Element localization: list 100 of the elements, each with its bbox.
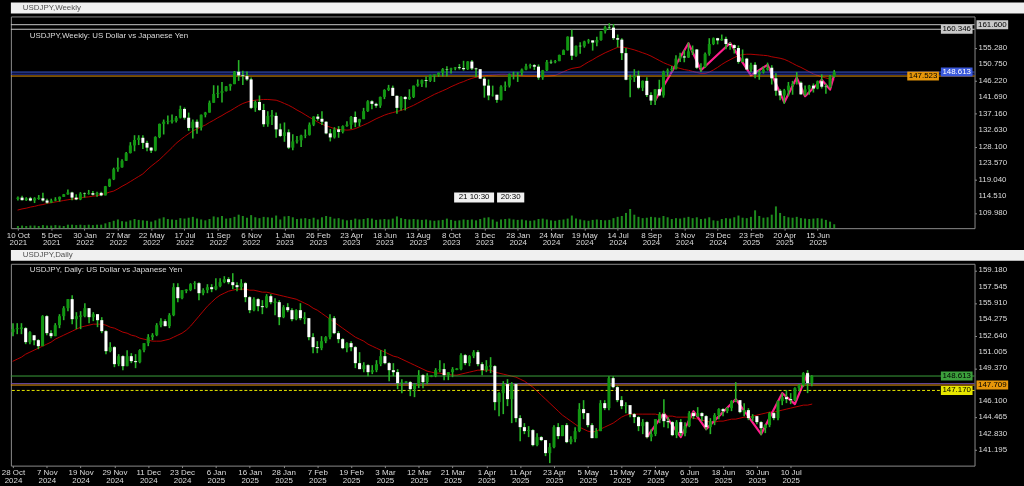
candlestick [11, 322, 15, 337]
x-tick-label: 22 May 2022 [138, 230, 165, 248]
candlestick [562, 48, 566, 56]
candlestick [662, 398, 666, 428]
candlestick [116, 157, 120, 173]
x-tick-label: 6 Nov 2022 [241, 230, 263, 248]
y-tick-label: 119.040 [978, 174, 1008, 184]
candlestick [611, 23, 615, 41]
x-tick-label: 3 Dec 2023 [474, 230, 496, 248]
x-tick-label: 11 Sep 2022 [206, 230, 232, 248]
y-tick-label: 149.370 [978, 363, 1008, 373]
x-tick-label: 6 Jan 2025 [206, 468, 227, 485]
candlestick [416, 78, 420, 88]
candlestick [387, 361, 391, 382]
candlestick [183, 106, 187, 121]
x-tick-label: 28 Oct 2024 [1, 468, 26, 485]
x-tick-label: 17 Jul 2022 [174, 230, 196, 248]
y-tick-label: 151.005 [978, 347, 1008, 357]
candlestick [641, 418, 645, 435]
candlestick [537, 63, 541, 81]
y-tick-label: 114.510 [978, 191, 1008, 201]
candlestick [87, 189, 91, 196]
candlestick [649, 428, 653, 442]
y-tick-label: 141.195 [978, 445, 1008, 455]
candlestick [795, 71, 799, 86]
chart-title: USDJPY,Daily [22, 250, 73, 260]
ref-line-label: 147.170 [942, 385, 972, 395]
x-tick-label: 1 Apr 2025 [477, 468, 497, 485]
candlestick [732, 43, 736, 55]
x-tick-label: 10 Oct 2021 [6, 230, 31, 248]
x-tick-label: 12 Mar 2025 [406, 468, 432, 485]
candlestick [262, 103, 266, 128]
candlestick [505, 378, 510, 407]
candlestick [624, 401, 628, 414]
x-tick-label: 23 Apr 2023 [340, 230, 364, 248]
x-tick-label: 8 Sep 2024 [641, 230, 663, 248]
x-tick-label: 10 Jul 2025 [780, 468, 802, 485]
y-tick-label: 109.980 [978, 207, 1008, 217]
candlestick [482, 76, 486, 99]
candlestick [645, 76, 649, 98]
candlestick [806, 369, 810, 394]
candlestick [282, 121, 286, 143]
candlestick [287, 128, 291, 150]
candlestick [257, 94, 261, 112]
candlestick [274, 111, 278, 139]
candlestick [587, 38, 590, 45]
x-tick-label: 11 Apr 2025 [509, 468, 533, 485]
x-tick-label: 16 Jan 2025 [238, 468, 263, 485]
candlestick [214, 277, 218, 291]
candlestick [208, 99, 211, 114]
x-tick-label: 27 Mar 2022 [106, 230, 132, 248]
candlestick [582, 399, 586, 420]
x-tick-label: 6 Jun 2025 [680, 468, 700, 485]
candlestick [400, 378, 404, 394]
y-tick-label: 137.160 [978, 108, 1008, 118]
x-tick-label: 13 Aug 2023 [405, 230, 431, 248]
candlestick [695, 48, 699, 70]
ref-line-label: 148.613 [942, 67, 972, 77]
candlestick [176, 282, 180, 303]
x-tick-label: 30 Jan 2022 [73, 230, 97, 248]
ref-line-label: 148.613 [942, 371, 972, 380]
x-tick-label: 23 Feb 2025 [739, 230, 765, 248]
candlestick [518, 414, 522, 442]
y-tick-label: 146.100 [978, 396, 1008, 406]
y-tick-label: 128.100 [978, 141, 1008, 151]
candlestick [216, 84, 220, 99]
candlestick [636, 69, 640, 91]
x-tick-label: 19 Feb 2025 [339, 468, 365, 485]
candlestick [328, 313, 332, 340]
y-tick-label: 154.275 [978, 314, 1008, 324]
candlestick [682, 49, 686, 64]
candlestick [445, 65, 449, 78]
candlestick [396, 368, 400, 390]
line-series [654, 41, 836, 104]
candlestick [699, 62, 703, 73]
x-tick-label: 14 Jul 2024 [607, 230, 629, 248]
ref-line-label: 147.523 [908, 71, 938, 81]
y-tick-label: 132.630 [978, 125, 1008, 135]
x-tick-label: 23 Apr 2025 [543, 468, 567, 485]
candlestick [565, 422, 569, 444]
chart-subtitle: USDJPY, Daily: US Dollar vs Japanese Yen [29, 264, 183, 274]
x-tick-label: 3 Nov 2024 [674, 230, 696, 248]
ref-line-label: 147.709 [978, 380, 1008, 390]
x-tick-label: 5 May 2025 [577, 468, 600, 485]
line-series [645, 372, 809, 439]
x-tick-label: 7 Feb 2025 [307, 468, 329, 485]
x-tick-label: 18 Jun 2025 [711, 468, 736, 485]
candlestick [303, 128, 307, 139]
x-tick-label: 1 Jan 2023 [275, 230, 295, 248]
candlestick [166, 114, 170, 126]
annotation: 20:30 [500, 192, 522, 202]
annotation: 21 10:30 [458, 192, 491, 202]
x-tick-label: 29 Dec 2024 [705, 230, 731, 248]
candlestick [742, 402, 746, 417]
candlestick [231, 272, 235, 290]
y-tick-label: 150.750 [978, 59, 1008, 69]
x-tick-label: 29 Nov 2024 [102, 468, 128, 485]
x-tick-label: 23 Dec 2024 [170, 468, 196, 485]
candlestick [570, 29, 574, 61]
x-tick-label: 24 Mar 2024 [539, 230, 565, 248]
